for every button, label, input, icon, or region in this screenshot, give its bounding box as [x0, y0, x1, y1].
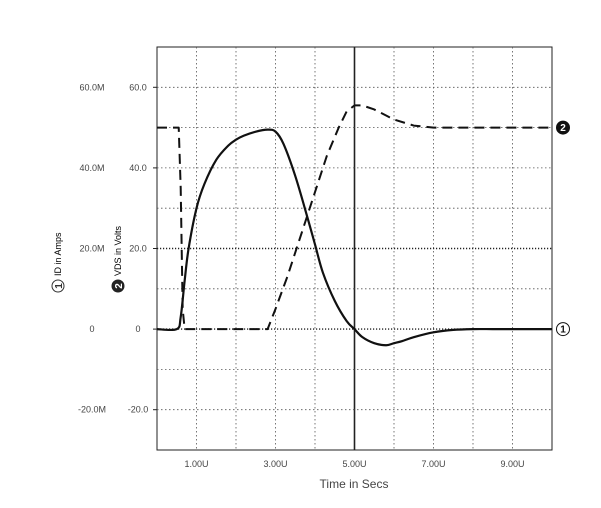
- left-axis-title: ID in Amps: [53, 232, 63, 276]
- series-end-marker-1: [556, 322, 570, 337]
- axis-1-badge: [51, 279, 65, 293]
- y-axis-2-tick-label: 60.0: [129, 82, 147, 92]
- x-axis-title: Time in Secs: [320, 477, 389, 491]
- y-axis-1-tick-label: 60.0M: [79, 82, 104, 92]
- series-line-2: [157, 104, 552, 331]
- series-layer: [156, 104, 552, 347]
- axis-1-badge-label: 1: [54, 283, 65, 289]
- x-axis-tick-label: 1.00U: [184, 459, 208, 469]
- y-axis-2-tick-label: 20.0: [129, 244, 147, 254]
- series-line-1: [156, 128, 552, 347]
- series-end-marker-label: 1: [560, 325, 566, 336]
- y-axis-1-tick-label: 0: [89, 324, 94, 334]
- y-axis-2-tick-label: 0: [135, 324, 140, 334]
- series-end-marker-label: 2: [560, 123, 566, 134]
- series-markers: 12: [556, 120, 570, 337]
- y-axis-1-tick-label: -20.0M: [78, 405, 106, 415]
- axis-ticks: 60.0M 40.0M 20.0M 0 -20.0M 60.0 40.0 20.0 0 -20.0…: [78, 82, 525, 469]
- x-axis-tick-label: 7.00U: [421, 459, 445, 469]
- y-axis-1-tick-label: 40.0M: [79, 163, 104, 173]
- left-axis-title-group: 1 ID in Amps: [51, 232, 65, 293]
- second-axis-title-group: 2 VDS in Volts: [111, 225, 125, 293]
- x-axis-tick-label: 9.00U: [500, 459, 524, 469]
- y-axis-1-tick-label: 20.0M: [79, 244, 104, 254]
- axis-2-badge: [111, 279, 125, 293]
- series-end-marker-2: [556, 120, 570, 135]
- y-axis-2-tick-label: -20.0: [128, 405, 149, 415]
- second-axis-title: VDS in Volts: [113, 225, 123, 276]
- x-axis-tick-label: 5.00U: [342, 459, 366, 469]
- y-axis-2-tick-label: 40.0: [129, 163, 147, 173]
- axis-2-badge-label: 2: [114, 283, 125, 289]
- x-axis-tick-label: 3.00U: [263, 459, 287, 469]
